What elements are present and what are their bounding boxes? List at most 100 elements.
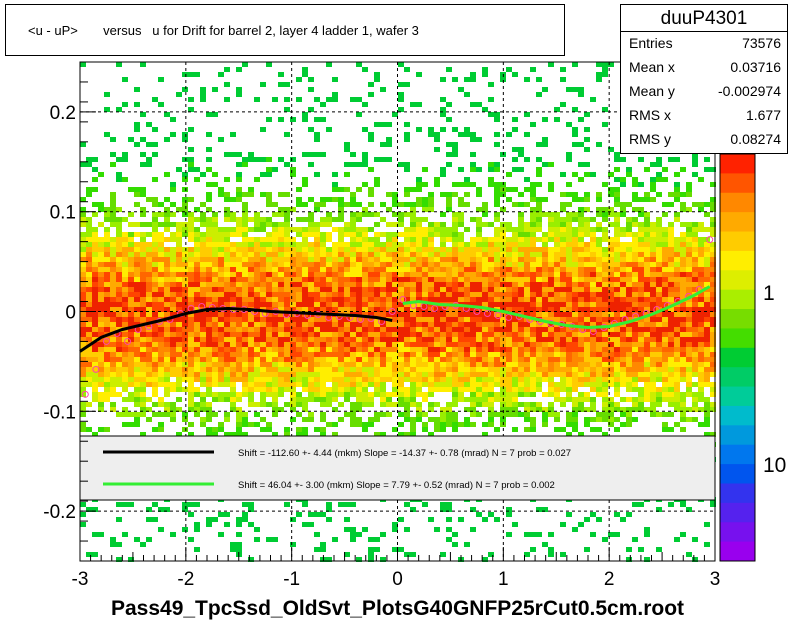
heatmap-cell: [524, 237, 530, 242]
heatmap-cell: [254, 357, 260, 362]
heatmap-cell: [608, 532, 614, 537]
heatmap-cell: [518, 212, 524, 217]
heatmap-cell: [260, 172, 266, 177]
heatmap-cell: [584, 172, 590, 177]
heatmap-cell: [362, 427, 368, 432]
heatmap-cell: [530, 182, 536, 187]
heatmap-cell: [446, 417, 452, 422]
heatmap-cell: [200, 172, 206, 177]
heatmap-cell: [344, 337, 350, 342]
heatmap-cell: [482, 422, 488, 427]
heatmap-cell: [440, 362, 446, 367]
heatmap-cell: [368, 192, 374, 197]
heatmap-cell: [578, 247, 584, 252]
heatmap-cell: [236, 542, 242, 547]
heatmap-cell: [488, 257, 494, 262]
heatmap-cell: [326, 362, 332, 367]
heatmap-cell: [80, 377, 86, 382]
heatmap-cell: [482, 377, 488, 382]
heatmap-cell: [104, 392, 110, 397]
heatmap-cell: [212, 517, 218, 522]
heatmap-cell: [584, 422, 590, 427]
heatmap-cell: [482, 357, 488, 362]
heatmap-cell: [644, 277, 650, 282]
heatmap-cell: [92, 317, 98, 322]
heatmap-cell: [596, 237, 602, 242]
heatmap-cell: [242, 417, 248, 422]
heatmap-cell: [224, 337, 230, 342]
heatmap-cell: [170, 402, 176, 407]
heatmap-cell: [500, 227, 506, 232]
heatmap-cell: [608, 292, 614, 297]
heatmap-cell: [512, 392, 518, 397]
heatmap-cell: [308, 372, 314, 377]
heatmap-cell: [566, 252, 572, 257]
heatmap-cell: [242, 242, 248, 247]
heatmap-cell: [266, 172, 272, 177]
heatmap-cell: [506, 227, 512, 232]
heatmap-cell: [308, 252, 314, 257]
heatmap-cell: [620, 292, 626, 297]
heatmap-cell: [218, 427, 224, 432]
heatmap-cell: [410, 302, 416, 307]
heatmap-cell: [506, 317, 512, 322]
heatmap-cell: [446, 337, 452, 342]
heatmap-cell: [242, 322, 248, 327]
heatmap-cell: [182, 172, 188, 177]
heatmap-cell: [572, 352, 578, 357]
heatmap-cell: [92, 297, 98, 302]
heatmap-cell: [350, 197, 356, 202]
heatmap-cell: [416, 247, 422, 252]
heatmap-cell: [350, 257, 356, 262]
heatmap-cell: [284, 262, 290, 267]
heatmap-cell: [80, 237, 86, 242]
heatmap-cell: [470, 352, 476, 357]
heatmap-cell: [518, 302, 524, 307]
heatmap-cell: [404, 332, 410, 337]
heatmap-cell: [284, 357, 290, 362]
heatmap-cell: [368, 282, 374, 287]
heatmap-cell: [188, 502, 194, 507]
heatmap-cell: [128, 337, 134, 342]
heatmap-cell: [308, 277, 314, 282]
heatmap-cell: [518, 217, 524, 222]
heatmap-cell: [164, 327, 170, 332]
heatmap-cell: [80, 352, 86, 357]
heatmap-cell: [242, 332, 248, 337]
heatmap-cell: [182, 417, 188, 422]
heatmap-cell: [410, 327, 416, 332]
heatmap-cell: [416, 412, 422, 417]
heatmap-cell: [560, 552, 566, 557]
heatmap-cell: [566, 282, 572, 287]
heatmap-cell: [476, 247, 482, 252]
heatmap-cell: [494, 167, 500, 172]
heatmap-cell: [476, 272, 482, 277]
heatmap-cell: [488, 332, 494, 337]
heatmap-cell: [266, 232, 272, 237]
heatmap-cell: [392, 287, 398, 292]
heatmap-cell: [170, 337, 176, 342]
heatmap-cell: [116, 177, 122, 182]
heatmap-cell: [656, 237, 662, 242]
heatmap-cell: [506, 257, 512, 262]
heatmap-cell: [626, 327, 632, 332]
heatmap-cell: [134, 202, 140, 207]
heatmap-cell: [458, 317, 464, 322]
heatmap-cell: [638, 332, 644, 337]
heatmap-cell: [602, 182, 608, 187]
heatmap-cell: [518, 377, 524, 382]
heatmap-cell: [320, 372, 326, 377]
heatmap-cell: [332, 327, 338, 332]
heatmap-cell: [314, 327, 320, 332]
heatmap-cell: [608, 332, 614, 337]
heatmap-cell: [158, 277, 164, 282]
heatmap-cell: [404, 352, 410, 357]
heatmap-cell: [650, 232, 656, 237]
heatmap-cell: [86, 272, 92, 277]
heatmap-cell: [80, 422, 86, 427]
heatmap-cell: [158, 367, 164, 372]
heatmap-cell: [548, 377, 554, 382]
heatmap-cell: [440, 167, 446, 172]
heatmap-cell: [446, 267, 452, 272]
heatmap-cell: [434, 527, 440, 532]
